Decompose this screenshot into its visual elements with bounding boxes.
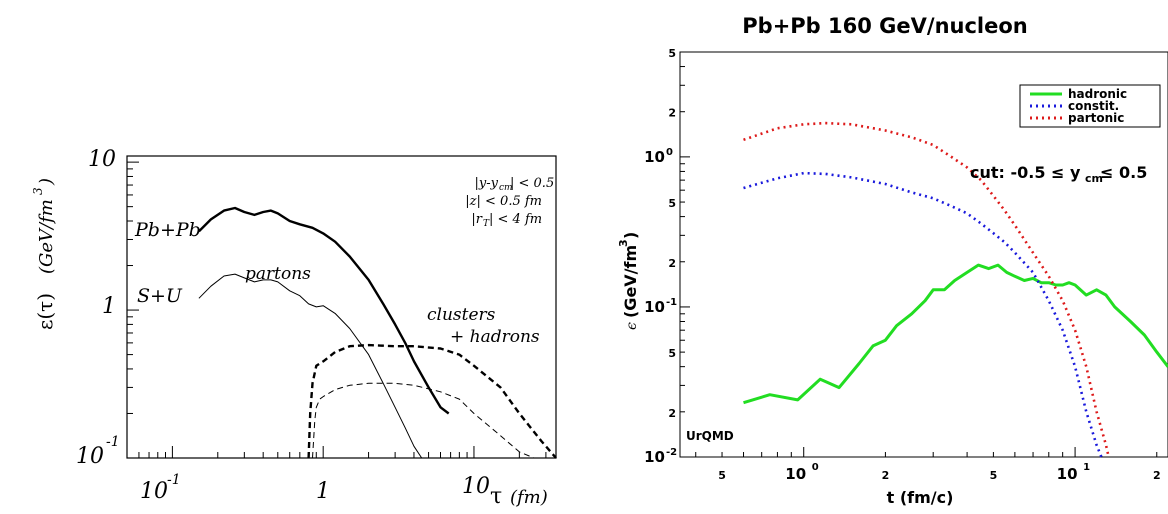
left-ylabel-sup: 3 (31, 187, 45, 195)
left-series-line-3 (312, 382, 535, 459)
left-xlabel-unit: (fm) (510, 487, 548, 508)
right-ytick-label-5: 10 (644, 298, 665, 316)
left-cut-line2: |z| < 0.5 fm (465, 194, 542, 209)
right-ytick-label-4: 2 (668, 257, 676, 270)
left-cut-line3: |r (471, 212, 482, 227)
right-xtick-label-1: 10 (785, 465, 806, 483)
left-label-clusters: clusters (427, 305, 496, 325)
right-ytick-label-0: 5 (668, 47, 676, 60)
right-xtick-label-4: 10 (1057, 465, 1078, 483)
left-series-line-1 (198, 273, 423, 459)
left-ylabel-close: ) (36, 178, 57, 186)
legend-label-constit: constit. (1068, 99, 1119, 113)
right-ylabel: (GeV/fm (621, 245, 640, 318)
left-cut-line1-tail: | < 0.5 (510, 176, 554, 191)
right-xtick-exp-4: 1 (1083, 462, 1090, 473)
legend-label-partonic: partonic (1068, 111, 1124, 125)
left-plot-frame (126, 155, 557, 459)
right-xtick-label-0: 5 (718, 469, 726, 482)
right-series-line-1 (743, 171, 1103, 458)
right-ytick-exp-2: 0 (666, 147, 673, 158)
left-xtick-0.1: 10 (140, 479, 168, 504)
left-xtick-0.1-exp: -1 (167, 472, 181, 488)
right-ytick-exp-5: -1 (666, 297, 677, 308)
right-xtick-label-5: 2 (1153, 469, 1161, 482)
right-xlabel: t (fm/c) (887, 488, 954, 507)
left-ylabel-symbol: ε(τ) (33, 293, 57, 330)
right-cut-sub: cm (1085, 172, 1103, 185)
left-cut-line1: |y-y (475, 176, 499, 191)
right-ylabel-symbol: ϵ (624, 322, 640, 330)
right-xtick-label-2: 2 (882, 469, 890, 482)
left-ytick-10: 10 (88, 147, 116, 172)
left-cut-line3-sub: T (483, 219, 490, 229)
left-cut-line1-sub: cm (499, 183, 513, 193)
left-ytick-0.1: 10 (76, 444, 104, 469)
right-xtick-exp-1: 0 (812, 462, 819, 473)
left-label-partons: partons (245, 264, 311, 284)
left-xtick-1: 1 (316, 479, 330, 504)
right-ytick-label-1: 2 (668, 107, 676, 120)
right-ytick-exp-8: -2 (666, 447, 677, 458)
legend-label-hadronic: hadronic (1068, 87, 1127, 101)
right-ytick-label-7: 2 (668, 407, 676, 420)
left-series-line-2 (307, 343, 557, 459)
right-ytick-label-8: 10 (644, 448, 665, 466)
right-cut-label: cut: -0.5 ≤ y (970, 163, 1081, 182)
right-watermark: UrQMD (686, 429, 734, 443)
left-xlabel-symbol: τ (490, 484, 502, 509)
left-chart: 10 1 10 -1 10 -1 1 10 τ (fm) ε(τ) (GeV/f… (31, 147, 557, 509)
left-label-hadrons: + hadrons (450, 327, 540, 347)
left-cut-line3-tail: | < 4 fm (489, 212, 542, 227)
left-xtick-10: 10 (462, 474, 490, 499)
left-ylabel-unit: (GeV/fm (36, 199, 57, 274)
right-ylabel-sup: 3 (617, 239, 630, 247)
right-series-line-0 (743, 263, 1168, 405)
left-label-su: S+U (137, 285, 183, 307)
right-plot-frame (679, 51, 1168, 458)
left-series-group (198, 206, 557, 459)
right-legend: hadronic constit. partonic (1019, 84, 1161, 128)
right-cut-tail: ≤ 0.5 (1100, 163, 1147, 182)
right-ylabel-close: ) (621, 232, 640, 239)
left-ytick-0.1-exp: -1 (106, 434, 120, 450)
right-series-group (743, 121, 1168, 458)
left-series-line-0 (198, 206, 450, 415)
right-ytick-label-6: 5 (668, 347, 676, 360)
left-ytick-1: 1 (102, 294, 116, 319)
right-xtick-label-3: 5 (990, 469, 998, 482)
left-label-pbpb: Pb+Pb (134, 219, 201, 241)
right-series-line-2 (743, 121, 1110, 458)
right-title: Pb+Pb 160 GeV/nucleon (742, 14, 1027, 38)
right-ytick-label-2: 10 (644, 148, 665, 166)
right-ytick-label-3: 5 (668, 197, 676, 210)
